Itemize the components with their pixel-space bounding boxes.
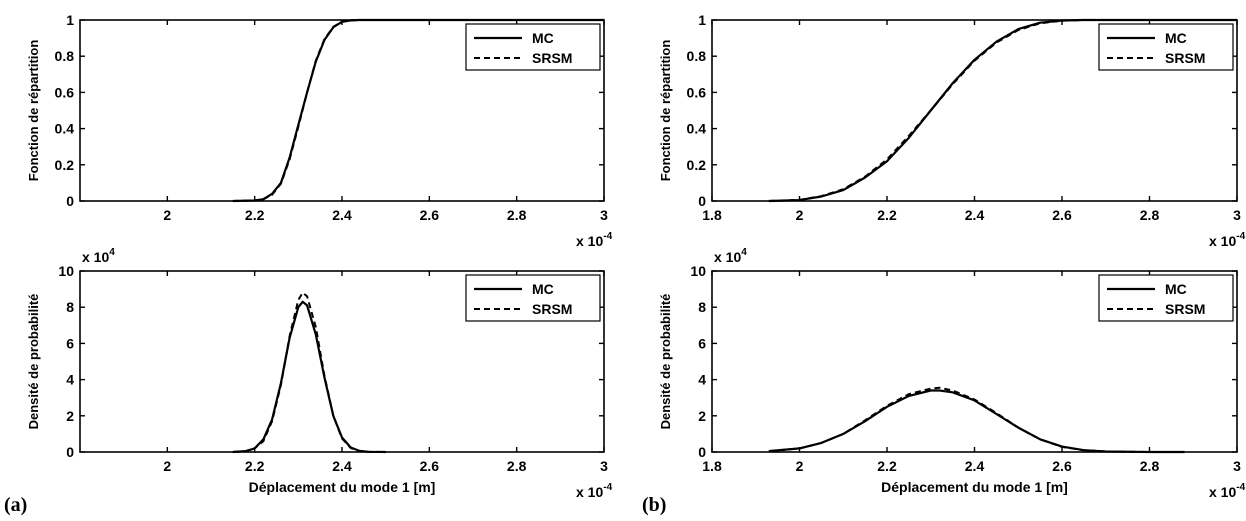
chart-3-x-exponent: x 10-4 — [1209, 482, 1246, 500]
chart-0-xtick-label: 2 — [163, 207, 171, 223]
chart-3-ytick-label: 0 — [698, 444, 706, 460]
chart-0-xtick-label: 2.2 — [245, 207, 265, 223]
chart-0-ytick-label: 0 — [66, 193, 74, 209]
chart-3-xtick-label: 2.2 — [877, 458, 897, 474]
chart-3-x-exponent-power: -4 — [1236, 482, 1245, 493]
chart-1-ytick-label: 0 — [66, 444, 74, 460]
chart-1-y-exponent: x 104 — [82, 247, 115, 265]
chart-2-xtick-label: 2.6 — [1052, 207, 1072, 223]
chart-2-xtick-label: 2.8 — [1140, 207, 1160, 223]
chart-0-xtick-label: 3 — [600, 207, 608, 223]
chart-0-ytick-label: 0.2 — [55, 157, 75, 173]
chart-0-x-exponent: x 10-4 — [576, 231, 613, 249]
chart-3-y-exponent-power: 4 — [741, 247, 747, 258]
chart-3-xtick-label: 2.8 — [1140, 458, 1160, 474]
chart-3-legend-label-srsm: SRSM — [1165, 301, 1205, 317]
chart-2-xtick-label: 2.4 — [965, 207, 985, 223]
chart-1-legend-label-mc: MC — [532, 281, 554, 297]
chart-2-legend-label-srsm: SRSM — [1165, 50, 1205, 66]
chart-2-ytick-label: 0.8 — [687, 48, 707, 64]
chart-2-xtick-label: 1.8 — [702, 207, 722, 223]
chart-2-ylabel: Fonction de répartition — [658, 40, 673, 182]
chart-1-x-exponent: x 10-4 — [576, 482, 613, 500]
chart-1-ytick-label: 10 — [58, 263, 74, 279]
chart-1-ytick-label: 4 — [66, 372, 74, 388]
chart-1-xtick-label: 2.8 — [507, 458, 527, 474]
chart-1-ytick-label: 6 — [66, 335, 74, 351]
chart-3-ytick-label: 6 — [698, 335, 706, 351]
chart-1-series-srsm-line — [232, 291, 386, 453]
chart-1-xtick-label: 2 — [163, 458, 171, 474]
chart-1-legend-label-srsm: SRSM — [532, 301, 572, 317]
chart-0-series-srsm-line — [232, 19, 604, 202]
chart-3-xtick-label: 3 — [1233, 458, 1241, 474]
chart-3-ytick-label: 2 — [698, 408, 706, 424]
chart-0-legend-label-mc: MC — [532, 30, 554, 46]
panel-label-a: (a) — [4, 494, 28, 516]
chart-0-ytick-label: 0.8 — [55, 48, 75, 64]
chart-3-xtick-label: 2.6 — [1052, 458, 1072, 474]
chart-2-x-exponent-power: -4 — [1236, 231, 1245, 242]
chart-0-legend-box — [465, 23, 601, 71]
chart-0-legend-label-srsm: SRSM — [532, 50, 572, 66]
chart-2-series-mc-line — [768, 18, 1237, 203]
chart-1-ytick-label: 8 — [66, 299, 74, 315]
chart-2-ytick-label: 0.4 — [687, 121, 707, 137]
chart-3-xtick-label: 1.8 — [702, 458, 722, 474]
chart-1-ytick-label: 2 — [66, 408, 74, 424]
chart-2-xtick-label: 2 — [796, 207, 804, 223]
chart-2-ytick-label: 0 — [698, 193, 706, 209]
chart-1-xtick-label: 2.6 — [420, 458, 440, 474]
chart-3-ytick-label: 4 — [698, 372, 706, 388]
chart-2-legend-label-mc: MC — [1165, 30, 1187, 46]
chart-2-xtick-label: 3 — [1233, 207, 1241, 223]
chart-2-legend-box — [1098, 23, 1234, 71]
chart-1-legend-box — [465, 274, 601, 322]
panel-label-b: (b) — [642, 494, 667, 516]
chart-0-x-exponent-power: -4 — [603, 231, 612, 242]
chart-3-xtick-label: 2.4 — [965, 458, 985, 474]
chart-0-ytick-label: 0.6 — [55, 84, 75, 100]
chart-3-ytick-label: 8 — [698, 299, 706, 315]
chart-1-xtick-label: 2.2 — [245, 458, 265, 474]
chart-2-ytick-label: 0.2 — [687, 157, 707, 173]
chart-0-xtick-label: 2.6 — [420, 207, 440, 223]
chart-2-ytick-label: 0.6 — [687, 84, 707, 100]
chart-0-ylabel: Fonction de répartition — [26, 40, 41, 182]
chart-1-xtick-label: 2.4 — [332, 458, 352, 474]
chart-3-legend-box — [1098, 274, 1234, 322]
chart-2-x-exponent: x 10-4 — [1209, 231, 1246, 249]
chart-3-xtick-label: 2 — [796, 458, 804, 474]
chart-2-xtick-label: 2.2 — [877, 207, 897, 223]
chart-3-ytick-label: 10 — [690, 263, 706, 279]
chart-0-ytick-label: 1 — [66, 12, 74, 28]
chart-1-y-exponent-power: 4 — [109, 247, 115, 258]
chart-3-ylabel: Densité de probabilité — [658, 294, 673, 430]
chart-0-xtick-label: 2.8 — [507, 207, 527, 223]
chart-3-series-srsm-line — [768, 386, 1185, 453]
chart-1-x-exponent-power: -4 — [603, 482, 612, 493]
chart-1-ylabel: Densité de probabilité — [26, 294, 41, 430]
chart-3-y-exponent: x 104 — [714, 247, 747, 265]
chart-2-ytick-label: 1 — [698, 12, 706, 28]
chart-1-xtick-label: 3 — [600, 458, 608, 474]
chart-3-legend-label-mc: MC — [1165, 281, 1187, 297]
chart-0-xtick-label: 2.4 — [332, 207, 352, 223]
chart-1-xlabel: Déplacement du mode 1 [m] — [249, 479, 436, 495]
chart-0-ytick-label: 0.4 — [55, 121, 75, 137]
chart-3-xlabel: Déplacement du mode 1 [m] — [881, 479, 1068, 495]
